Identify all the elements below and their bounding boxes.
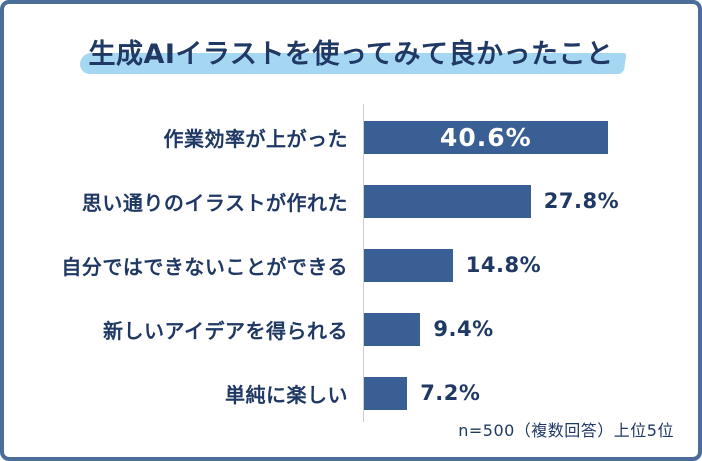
value-label: 7.2% (420, 381, 481, 405)
title-inner: 生成AIイラストを使ってみて良かったこと (78, 32, 628, 74)
bar-row: 思い通りのイラストが作れた 27.8% (4, 169, 698, 233)
category-label: 新しいアイデアを得られる (103, 318, 348, 343)
bar (364, 184, 531, 218)
sample-size-note: n=500（複数回答）上位5位 (458, 421, 674, 440)
page-title: 生成AIイラストを使ってみて良かったこと (88, 39, 614, 70)
value-label: 27.8% (543, 189, 620, 213)
value-label: 40.6% (439, 122, 532, 152)
bar: 40.6% (364, 120, 608, 154)
bar (364, 248, 453, 282)
bar-cell: 27.8% (364, 184, 620, 218)
category-label: 思い通りのイラストが作れた (81, 190, 348, 215)
bar-row: 自分ではできないことができる 14.8% (4, 233, 698, 297)
bar-row: 単純に楽しい 7.2% (4, 361, 698, 425)
value-label: 9.4% (433, 317, 494, 341)
bar (364, 376, 408, 410)
axis-line (363, 104, 364, 422)
bar (364, 312, 421, 346)
bar-chart: 作業効率が上がった 40.6% 思い通りのイラストが作れた 27.8% 自分では… (4, 105, 698, 425)
category-label: 作業効率が上がった (163, 126, 348, 151)
bar-cell: 7.2% (364, 376, 481, 410)
title-area: 生成AIイラストを使ってみて良かったこと (4, 32, 698, 74)
category-label: 自分ではできないことができる (61, 254, 348, 279)
value-label: 14.8% (465, 253, 542, 277)
bar-row: 新しいアイデアを得られる 9.4% (4, 297, 698, 361)
bar-cell: 9.4% (364, 312, 494, 346)
bar-cell: 40.6% (364, 120, 608, 154)
bar-row: 作業効率が上がった 40.6% (4, 105, 698, 169)
category-label: 単純に楽しい (225, 382, 348, 407)
bar-cell: 14.8% (364, 248, 542, 282)
